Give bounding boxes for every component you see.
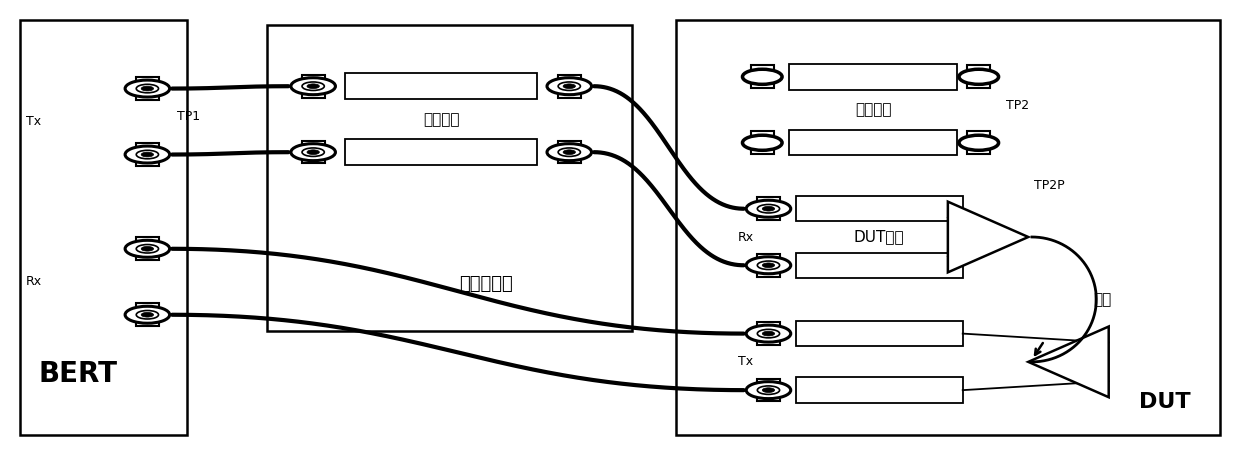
Circle shape	[125, 306, 170, 323]
Bar	[136, 143, 159, 166]
Circle shape	[125, 240, 170, 257]
Text: Rx: Rx	[26, 275, 42, 288]
Bar	[558, 75, 580, 98]
Text: 环回: 环回	[1094, 292, 1111, 307]
Bar	[301, 75, 325, 98]
Text: TP2P: TP2P	[1034, 179, 1065, 192]
Text: DUT通道: DUT通道	[854, 229, 904, 245]
Bar	[796, 196, 962, 221]
Circle shape	[758, 261, 780, 270]
Text: Rx: Rx	[738, 230, 754, 244]
Circle shape	[763, 206, 775, 211]
Bar	[20, 20, 187, 435]
Bar	[758, 322, 780, 345]
Circle shape	[125, 80, 170, 97]
Text: 校准通道: 校准通道	[423, 112, 460, 127]
Circle shape	[746, 382, 791, 399]
Polygon shape	[947, 201, 1028, 273]
Circle shape	[563, 150, 575, 155]
Circle shape	[136, 310, 159, 319]
Circle shape	[763, 388, 775, 392]
Bar	[345, 139, 537, 165]
Bar	[345, 73, 537, 99]
Circle shape	[563, 84, 575, 89]
Bar	[301, 141, 325, 164]
Bar	[758, 379, 780, 401]
Circle shape	[291, 144, 336, 161]
Circle shape	[758, 204, 780, 213]
Bar	[790, 130, 956, 155]
Bar	[796, 253, 962, 278]
Text: Tx: Tx	[739, 356, 754, 368]
Circle shape	[959, 135, 998, 150]
Circle shape	[743, 135, 782, 150]
Text: 镜像通道: 镜像通道	[854, 102, 892, 117]
Circle shape	[758, 386, 780, 394]
Circle shape	[743, 69, 782, 84]
Bar	[751, 65, 774, 88]
Circle shape	[136, 245, 159, 253]
Circle shape	[746, 257, 791, 274]
Bar	[751, 131, 774, 154]
Circle shape	[141, 312, 154, 317]
Circle shape	[959, 69, 998, 84]
Bar	[796, 377, 962, 403]
Circle shape	[547, 144, 591, 161]
Circle shape	[758, 329, 780, 338]
Bar	[268, 25, 632, 331]
Circle shape	[763, 263, 775, 268]
Circle shape	[136, 84, 159, 93]
Text: 损耗校准板: 损耗校准板	[460, 275, 513, 293]
Polygon shape	[1028, 327, 1109, 397]
Circle shape	[303, 82, 325, 91]
Circle shape	[141, 152, 154, 157]
Circle shape	[141, 246, 154, 251]
Circle shape	[558, 82, 580, 91]
Bar	[796, 321, 962, 346]
Bar	[136, 77, 159, 100]
Text: DUT: DUT	[1138, 392, 1190, 412]
Circle shape	[136, 150, 159, 159]
Text: TP1: TP1	[177, 110, 200, 123]
Circle shape	[308, 150, 320, 155]
Circle shape	[763, 331, 775, 336]
Bar	[676, 20, 1220, 435]
Bar	[136, 237, 159, 260]
Circle shape	[547, 78, 591, 95]
Bar	[967, 131, 991, 154]
Text: BERT: BERT	[38, 360, 118, 388]
Circle shape	[141, 86, 154, 91]
Bar	[790, 64, 956, 90]
Bar	[758, 254, 780, 277]
Text: TP2: TP2	[1006, 99, 1029, 111]
Circle shape	[746, 200, 791, 217]
Bar	[136, 303, 159, 326]
Bar	[558, 141, 580, 164]
Circle shape	[303, 148, 325, 156]
Circle shape	[558, 148, 580, 156]
Bar	[967, 65, 991, 88]
Circle shape	[746, 325, 791, 342]
Circle shape	[291, 78, 336, 95]
Text: Tx: Tx	[26, 115, 41, 128]
Circle shape	[308, 84, 320, 89]
Bar	[758, 197, 780, 220]
Circle shape	[125, 146, 170, 163]
